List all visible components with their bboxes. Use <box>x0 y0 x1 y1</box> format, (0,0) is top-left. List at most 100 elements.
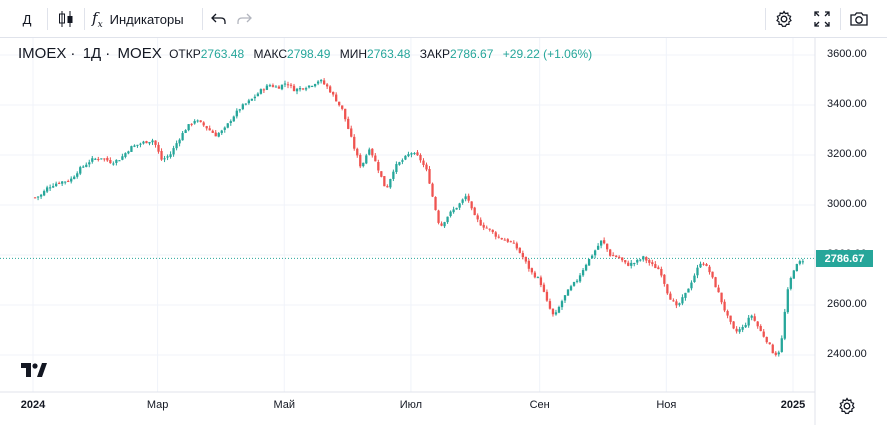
candle-body <box>759 326 762 332</box>
candle-body <box>777 352 780 355</box>
candle-body <box>313 84 317 87</box>
candle-body <box>214 132 217 137</box>
candle-body <box>166 156 169 158</box>
candle-body <box>729 315 732 322</box>
candle-body <box>310 85 314 87</box>
candle-body <box>283 83 287 85</box>
candle-body <box>428 169 431 184</box>
candle-body <box>196 120 199 122</box>
candle-body <box>690 282 693 289</box>
candle-body <box>485 227 488 229</box>
candle-body <box>488 228 491 230</box>
candle-body <box>121 156 124 160</box>
candle-body <box>325 84 329 87</box>
candle-body <box>636 259 639 263</box>
candle-body <box>669 293 672 300</box>
candle-body <box>545 291 549 301</box>
candle-body <box>425 164 428 170</box>
candle-body <box>449 211 452 217</box>
chart-legend: IMOEX · 1Д · MOEX ОТКР2763.48 МАКС2798.49 … <box>18 45 598 62</box>
candle-body <box>738 329 741 332</box>
undo-icon[interactable] <box>208 6 230 32</box>
candle-body <box>85 164 88 167</box>
high-value: 2798.49 <box>287 47 331 61</box>
candle-body <box>368 149 371 155</box>
candle-body <box>172 148 175 155</box>
price-tick-label: 3200.00 <box>827 148 867 160</box>
legend-dot: · <box>105 45 111 62</box>
candle-body <box>187 124 190 131</box>
gear-icon[interactable] <box>838 397 856 415</box>
candle-body <box>515 243 518 249</box>
candle-body <box>33 197 37 199</box>
fullscreen-icon[interactable] <box>810 6 834 32</box>
candle-body <box>615 255 618 258</box>
camera-icon[interactable] <box>846 6 872 32</box>
candle-body <box>193 120 196 124</box>
candle-body <box>145 141 148 144</box>
candle-body <box>353 136 356 149</box>
candle-body <box>756 321 759 327</box>
candle-body <box>377 162 380 171</box>
candle-body <box>64 181 67 183</box>
candle-body <box>587 258 591 266</box>
candle-body <box>136 144 139 146</box>
interval-button[interactable]: Д <box>22 11 32 27</box>
candle-body <box>645 257 648 261</box>
candle-body <box>705 264 708 266</box>
symbol-name[interactable]: IMOEX <box>18 45 67 62</box>
price-tick-label: 3400.00 <box>827 98 867 110</box>
low-value: 2763.48 <box>367 47 411 61</box>
symbol-interval: 1Д <box>82 45 102 62</box>
candle-body <box>199 120 202 123</box>
candle-body <box>455 207 458 210</box>
tradingview-logo-icon[interactable] <box>20 360 48 384</box>
candle-body <box>548 301 552 309</box>
time-tick-label: Май <box>273 399 296 411</box>
indicators-label: Индикаторы <box>109 11 184 27</box>
candle-body <box>771 344 774 354</box>
candle-body <box>395 164 398 172</box>
candle-body <box>347 118 350 129</box>
candle-body <box>723 301 726 311</box>
candle-body <box>124 153 127 157</box>
indicators-button[interactable]: fx Индикаторы <box>92 6 196 32</box>
candle-body <box>202 122 205 126</box>
candle-body <box>563 295 567 301</box>
candle-body <box>654 264 657 269</box>
candle-body <box>744 325 747 328</box>
candle-body <box>42 191 46 196</box>
candle-body <box>190 123 193 125</box>
candle-body <box>253 96 257 99</box>
candle-body <box>133 145 136 147</box>
toolbar-divider <box>47 8 48 30</box>
candle-body <box>687 288 690 293</box>
candle-body <box>714 277 717 288</box>
candles-icon[interactable] <box>54 6 78 32</box>
candle-body <box>398 162 401 165</box>
candle-body <box>801 261 805 263</box>
candle-body <box>575 280 579 282</box>
candle-body <box>362 162 365 167</box>
gear-icon[interactable] <box>772 6 796 32</box>
candle-body <box>648 260 651 263</box>
candle-body <box>45 187 49 192</box>
candle-body <box>380 171 383 177</box>
candle-body <box>497 236 500 238</box>
candle-body <box>223 127 226 130</box>
price-chart[interactable] <box>0 38 887 425</box>
candle-body <box>142 141 145 144</box>
candle-body <box>392 171 395 179</box>
candle-body <box>298 88 302 90</box>
candle-body <box>578 275 582 282</box>
candle-body <box>627 262 630 266</box>
time-tick-label: 2025 <box>780 399 806 411</box>
candle-body <box>711 271 714 278</box>
candle-body <box>458 203 461 208</box>
candle-body <box>256 93 260 97</box>
redo-icon[interactable] <box>233 6 255 32</box>
top-toolbar: Д fx Индикаторы <box>0 0 887 38</box>
candle-body <box>593 250 597 256</box>
candle-body <box>79 167 82 174</box>
candle-body <box>39 194 43 197</box>
